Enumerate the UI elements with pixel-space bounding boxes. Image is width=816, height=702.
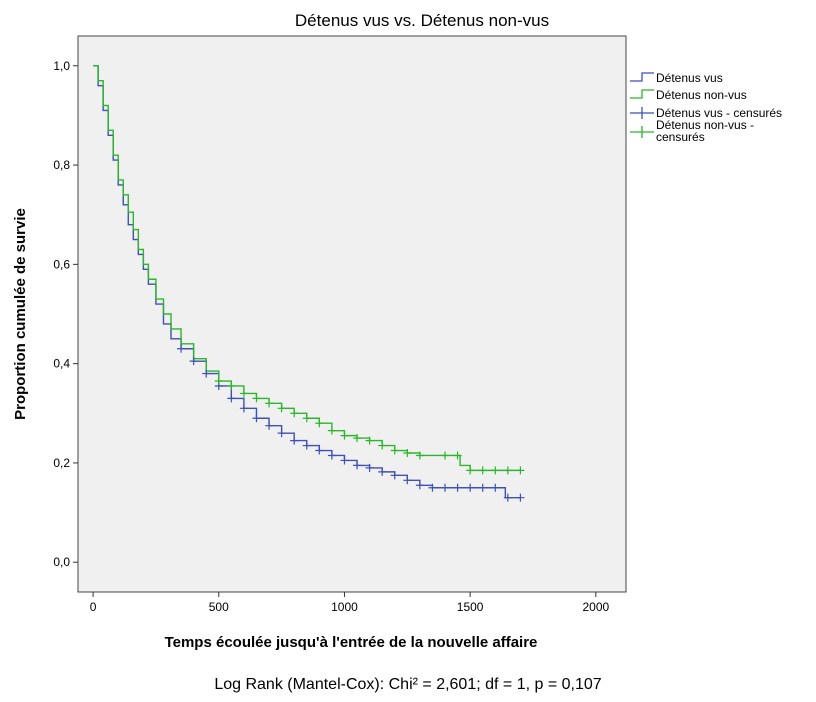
censor-mark-0	[302, 441, 311, 450]
censor-mark-0	[227, 394, 236, 403]
censor-mark-0	[239, 404, 248, 413]
legend-swatch-2	[630, 107, 654, 119]
censor-mark-0	[378, 467, 387, 476]
censor-mark-0	[491, 483, 500, 492]
y-tick-label: 0,2	[53, 456, 70, 470]
censor-mark-1	[265, 399, 274, 408]
censor-mark-1	[277, 404, 286, 413]
legend-swatch-3	[630, 126, 654, 138]
censor-mark-0	[277, 429, 286, 438]
censor-mark-0	[265, 421, 274, 430]
censor-mark-1	[239, 389, 248, 398]
y-tick-label: 0,8	[53, 158, 70, 172]
y-tick-label: 0,0	[53, 555, 70, 569]
censor-mark-1	[290, 409, 299, 418]
x-tick-label: 0	[90, 600, 97, 614]
y-axis: 0,0 0,2 0,4 0,6 0,8 1,0	[53, 59, 78, 569]
log-rank-footnote: Log Rank (Mantel-Cox): Chi² = 2,601; df …	[214, 676, 602, 693]
censor-mark-0	[340, 456, 349, 465]
censor-mark-0	[290, 436, 299, 445]
x-tick-label: 1500	[457, 600, 484, 614]
censor-mark-0	[315, 446, 324, 455]
legend-swatch-0	[630, 72, 654, 82]
censor-mark-0	[441, 483, 450, 492]
censor-mark-1	[390, 446, 399, 455]
y-tick-label: 0,6	[53, 257, 70, 271]
y-tick-label: 0,4	[53, 357, 70, 371]
censor-mark-0	[466, 483, 475, 492]
legend: Détenus vus Détenus non-vus Détenus vus - …	[630, 71, 782, 144]
censor-mark-0	[503, 493, 512, 502]
censor-mark-1	[365, 436, 374, 445]
legend-swatch-1	[630, 89, 654, 99]
y-axis-title: Proportion cumulée de survie	[12, 208, 29, 420]
censor-mark-0	[365, 463, 374, 472]
censor-mark-0	[202, 369, 211, 378]
censor-mark-1	[478, 466, 487, 475]
censor-mark-1	[441, 451, 450, 460]
censor-mark-1	[214, 377, 223, 386]
legend-label-3: Détenus non-vus -censurés	[656, 118, 754, 144]
censor-mark-1	[503, 466, 512, 475]
censor-mark-0	[327, 451, 336, 460]
censor-mark-0	[516, 493, 525, 502]
censor-mark-1	[453, 451, 462, 460]
censor-mark-1	[415, 451, 424, 460]
censor-mark-1	[227, 381, 236, 390]
x-axis: 0 500 1000 1500 2000	[90, 592, 610, 614]
legend-label-0: Détenus vus	[656, 71, 723, 85]
censor-mark-0	[478, 483, 487, 492]
censor-mark-0	[415, 481, 424, 490]
censor-mark-1	[378, 441, 387, 450]
censor-mark-0	[252, 414, 261, 423]
legend-label-2: Détenus vus - censurés	[656, 106, 782, 120]
censor-mark-1	[340, 431, 349, 440]
censor-mark-0	[403, 476, 412, 485]
censor-mark-0	[428, 483, 437, 492]
censor-mark-1	[327, 426, 336, 435]
censor-mark-1	[491, 466, 500, 475]
plot-area	[77, 35, 627, 593]
censor-mark-0	[453, 483, 462, 492]
censor-mark-0	[189, 357, 198, 366]
censor-mark-0	[353, 461, 362, 470]
x-tick-label: 500	[209, 600, 229, 614]
censor-mark-0	[177, 344, 186, 353]
censor-mark-1	[315, 419, 324, 428]
censor-mark-1	[403, 449, 412, 457]
censor-mark-1	[252, 394, 261, 403]
censor-mark-1	[466, 466, 475, 475]
censor-marks-layer	[177, 344, 525, 502]
censor-mark-1	[516, 466, 525, 475]
x-tick-label: 2000	[582, 600, 609, 614]
y-tick-label: 1,0	[53, 59, 70, 73]
legend-label-1: Détenus non-vus	[656, 88, 747, 102]
censor-mark-0	[390, 471, 399, 480]
censor-mark-1	[302, 414, 311, 423]
chart-title: Détenus vus vs. Détenus non-vus	[295, 11, 549, 30]
x-axis-title: Temps écoulée jusqu'à l'entrée de la nou…	[165, 634, 538, 651]
x-tick-label: 1000	[331, 600, 358, 614]
censor-mark-1	[353, 434, 362, 443]
